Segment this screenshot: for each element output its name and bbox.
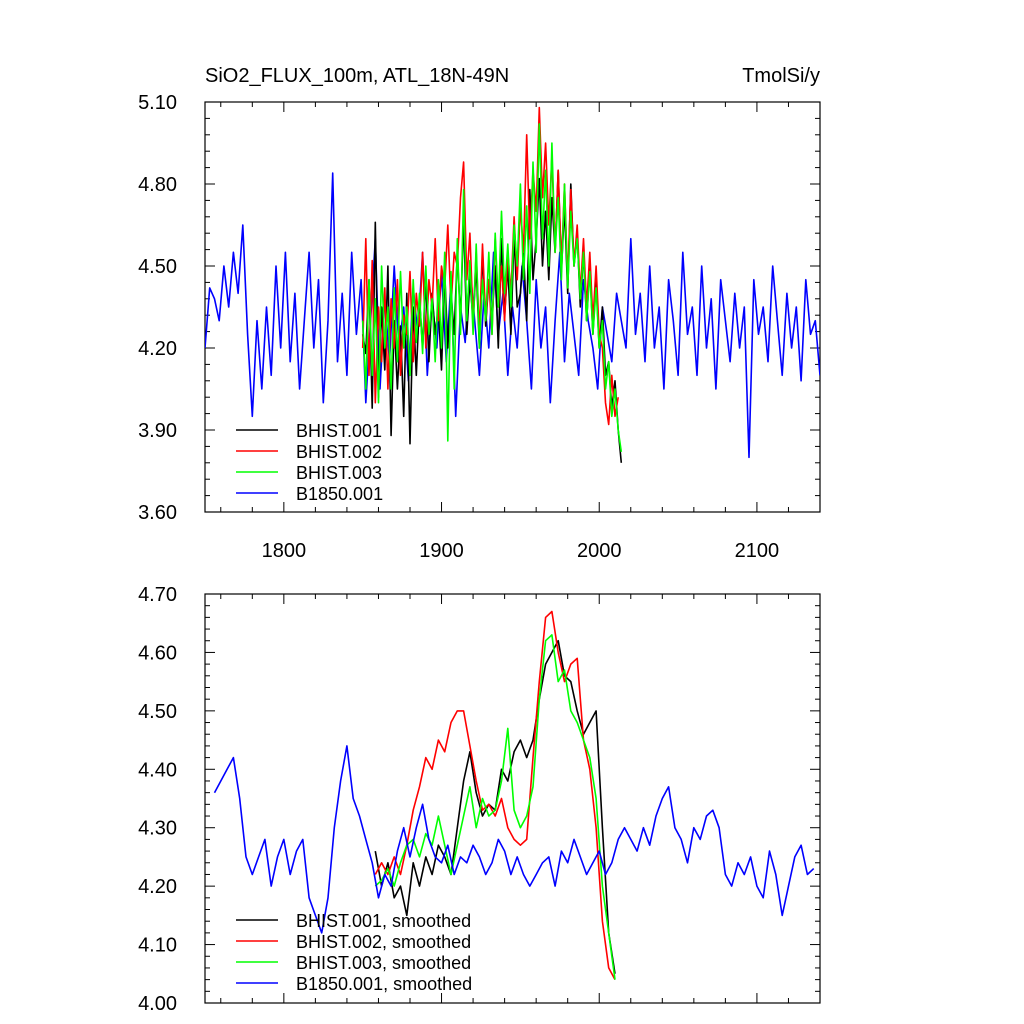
- y-tick-label: 4.40: [138, 759, 177, 781]
- y-tick-label: 4.20: [138, 338, 177, 360]
- y-tick-label: 3.60: [138, 502, 177, 524]
- series-line-bhist-002-smoothed: [374, 610, 616, 980]
- chart-title: SiO2_FLUX_100m, ATL_18N-49N: [205, 65, 509, 87]
- legend-label: B1850.001: [296, 484, 383, 504]
- legend-label: BHIST.002, smoothed: [296, 932, 471, 952]
- series-lines: [205, 106, 820, 463]
- x-tick-label: 2100: [735, 540, 780, 562]
- plot-border: [204, 101, 821, 513]
- x-tick-label: 1900: [419, 540, 464, 562]
- legend-label: BHIST.002: [296, 442, 382, 462]
- bottom-panel: 4.00 4.10 4.20 4.30 4.40 4.50 4.60 4.70 BHIST.0…: [138, 584, 821, 1015]
- series-line-b1850-001: [205, 172, 820, 459]
- x-tick-label: 2000: [577, 540, 622, 562]
- axis-ticks: 4.00 4.10 4.20 4.30 4.40 4.50 4.60 4.70: [138, 584, 821, 1015]
- y-tick-label: 4.50: [138, 256, 177, 278]
- series-line-b1850-001-smoothed: [213, 745, 815, 934]
- y-tick-label: 4.00: [138, 993, 177, 1015]
- legend-label: BHIST.003, smoothed: [296, 953, 471, 973]
- x-tick-label: 1800: [262, 540, 307, 562]
- axis-ticks: 1800 1900 2000 2100 3.60 3.90 4.20 4.50 4.80 5.10: [138, 92, 821, 562]
- units-label: TmolSi/y: [742, 65, 820, 87]
- y-tick-label: 5.10: [138, 92, 177, 114]
- y-tick-label: 4.50: [138, 701, 177, 723]
- series-lines: [213, 610, 815, 980]
- legend-label: B1850.001, smoothed: [296, 974, 472, 994]
- legend-label: BHIST.001: [296, 421, 382, 441]
- y-tick-label: 4.10: [138, 935, 177, 957]
- series-line-bhist-003-smoothed: [374, 634, 616, 980]
- plot-frame: [204, 593, 821, 1004]
- y-tick-label: 4.60: [138, 642, 177, 664]
- y-tick-label: 4.70: [138, 584, 177, 606]
- plot-frame: [204, 101, 821, 513]
- plot-border: [204, 593, 821, 1004]
- y-tick-label: 4.80: [138, 174, 177, 196]
- legend-label: BHIST.001, smoothed: [296, 911, 471, 931]
- series-line-bhist-003: [361, 123, 623, 453]
- series-line-bhist-002: [361, 106, 619, 426]
- y-tick-label: 4.20: [138, 876, 177, 898]
- y-tick-label: 3.90: [138, 420, 177, 442]
- legend-label: BHIST.003: [296, 463, 382, 483]
- y-tick-label: 4.30: [138, 818, 177, 840]
- top-panel: SiO2_FLUX_100m, ATL_18N-49N TmolSi/y 180…: [138, 65, 821, 562]
